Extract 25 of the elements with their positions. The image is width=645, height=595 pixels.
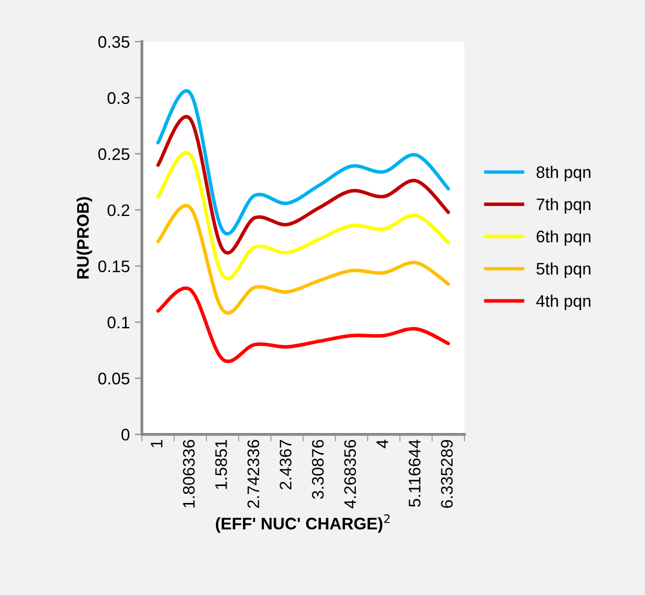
x-axis-title: (EFF' NUC' CHARGE)$^{2}$ [216, 514, 390, 533]
legend-label: 7th pqn [536, 198, 590, 214]
x-tick-label: 4.268356 [344, 440, 356, 508]
x-tick-label: 4 [376, 440, 388, 448]
x-tick-label: 1 [150, 440, 162, 448]
y-tick-label: 0.2 [108, 204, 130, 216]
legend-label: 5th pqn [536, 262, 590, 278]
x-tick-label: 3.30876 [312, 440, 324, 499]
x-tick-label: 2.742336 [247, 440, 260, 508]
y-tick-label: 0 [121, 428, 130, 441]
y-tick-label: 0.05 [98, 372, 130, 384]
y-tick-label: 0.25 [98, 148, 130, 160]
x-tick-label: 5.116644 [408, 440, 420, 507]
y-tick-label: 0.15 [98, 260, 130, 272]
x-tick-label: 2.4367 [280, 440, 292, 490]
y-tick-label: 0.1 [108, 316, 130, 328]
x-tick-label: 1.5851 [215, 440, 227, 489]
legend-label: 8th pqn [536, 166, 590, 182]
legend-label: 4th pqn [536, 294, 590, 310]
x-tick-label: 1.806336 [182, 440, 195, 508]
y-tick-label: 0.35 [98, 36, 130, 48]
y-axis-title: RU(PROB) [76, 197, 92, 279]
y-tick-label: 0.3 [108, 92, 130, 104]
legend-label: 6th pqn [536, 230, 590, 246]
x-tick-label: 6.335289 [440, 440, 453, 508]
